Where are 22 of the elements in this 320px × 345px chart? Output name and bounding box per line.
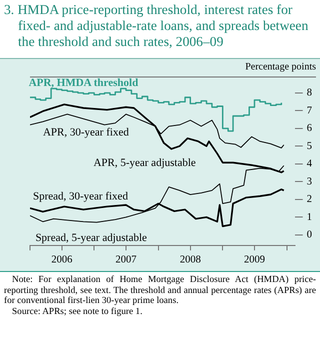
y-tick-label: 3 bbox=[306, 176, 312, 188]
y-tick-label: 5 bbox=[306, 140, 312, 152]
y-tick-label: 8 bbox=[306, 88, 312, 99]
text: Note: For explanation of Home Mortgage Disclosure Act (HMDA) price-reporting threshold, see text. The threshold and annual percentage rates (APRs) are for conventional first-lien 30-year prime loans. bbox=[4, 275, 316, 307]
series-label: APR, 5-year adjustable bbox=[93, 156, 196, 169]
chart-title: 3. HMDA price-reporting threshold, interest rates for fixed- and adjustable-rate loans, and spreads between the threshold and such rates, 2006–09 bbox=[3, 1, 310, 51]
source-note: Source: APRs; see note to figure 1. bbox=[11, 306, 144, 318]
series-label: APR, 30-year fixed bbox=[42, 126, 130, 139]
y-tick-label: 6 bbox=[306, 123, 312, 134]
series-label: Spread, 5-year adjustable bbox=[35, 232, 148, 244]
y-axis-title: Percentage points bbox=[245, 62, 316, 73]
series-label: APR, HMDA threshold bbox=[28, 77, 138, 90]
x-tick-label: 2007 bbox=[115, 254, 136, 266]
y-tick-label: 0 bbox=[306, 230, 312, 241]
x-tick-label: 2006 bbox=[51, 254, 72, 266]
y-tick-label: 1 bbox=[306, 212, 312, 223]
series-label: Spread, 30-year fixed bbox=[32, 190, 128, 203]
y-tick-label: 7 bbox=[306, 105, 312, 116]
y-tick-label: 2 bbox=[306, 194, 312, 206]
y-tick-label: 4 bbox=[306, 158, 313, 170]
x-tick-label: 2009 bbox=[244, 254, 265, 266]
x-tick-label: 2008 bbox=[180, 254, 201, 266]
